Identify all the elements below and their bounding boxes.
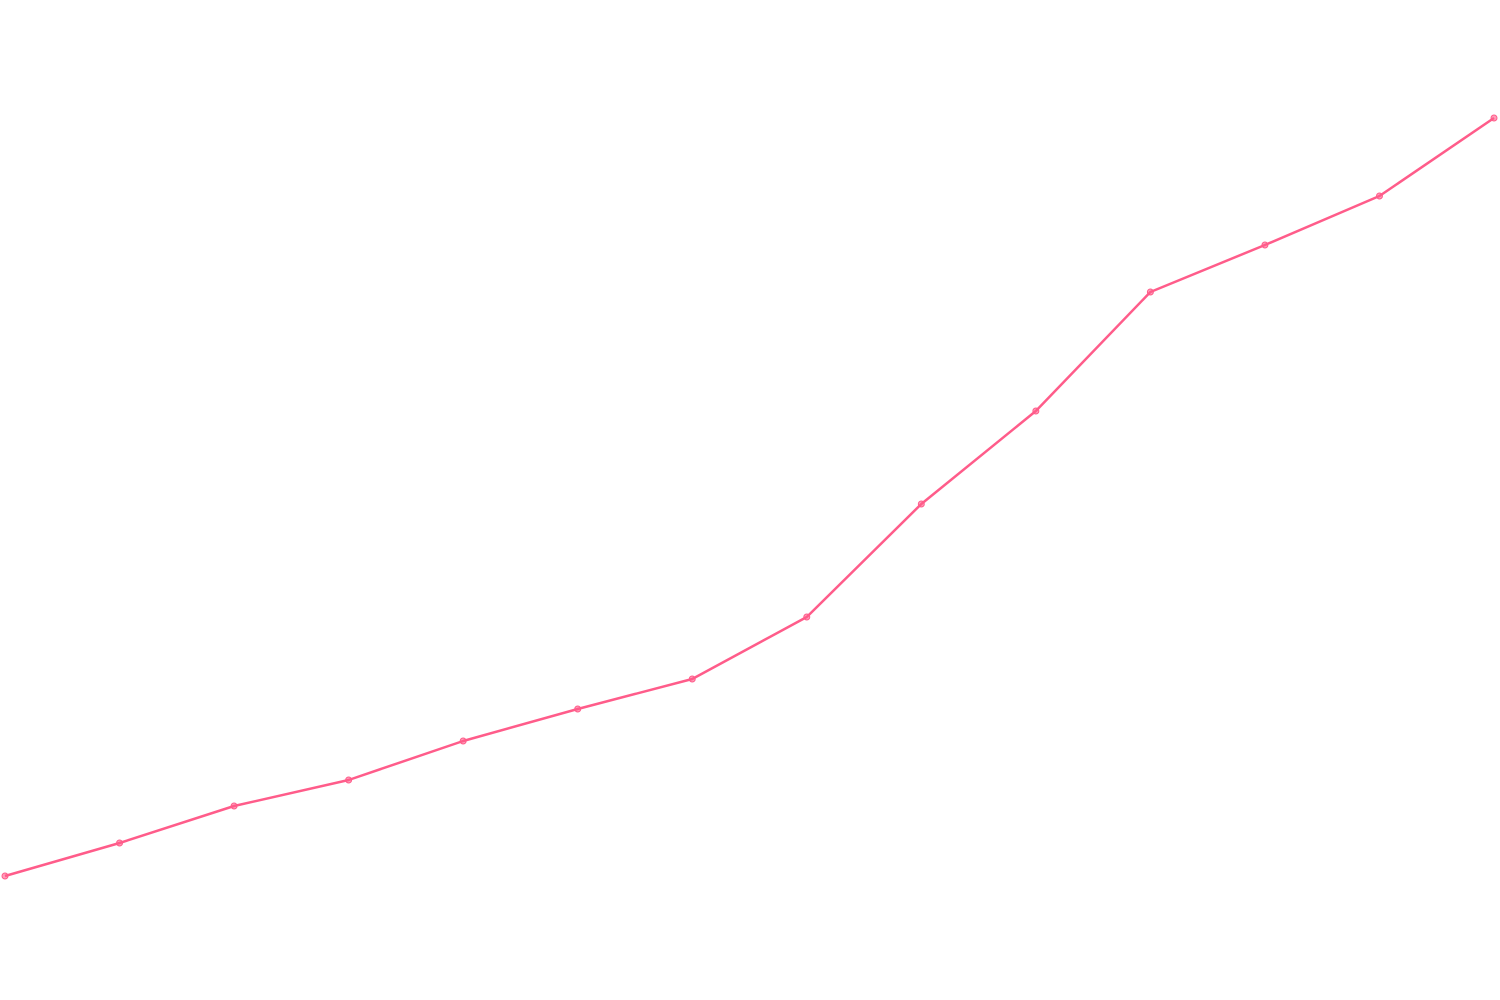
- data-point: [1261, 241, 1269, 249]
- data-point: [1375, 192, 1383, 200]
- data-point: [688, 675, 696, 683]
- data-point: [803, 613, 811, 621]
- data-point: [1490, 114, 1498, 122]
- data-point: [917, 500, 925, 508]
- data-point: [1, 872, 9, 880]
- data-point: [459, 737, 467, 745]
- series-line: [4, 116, 1495, 878]
- data-point: [116, 839, 124, 847]
- data-point: [574, 705, 582, 713]
- data-point: [1032, 407, 1040, 415]
- data-point: [1146, 288, 1154, 296]
- data-point: [230, 802, 238, 810]
- data-point: [345, 776, 353, 784]
